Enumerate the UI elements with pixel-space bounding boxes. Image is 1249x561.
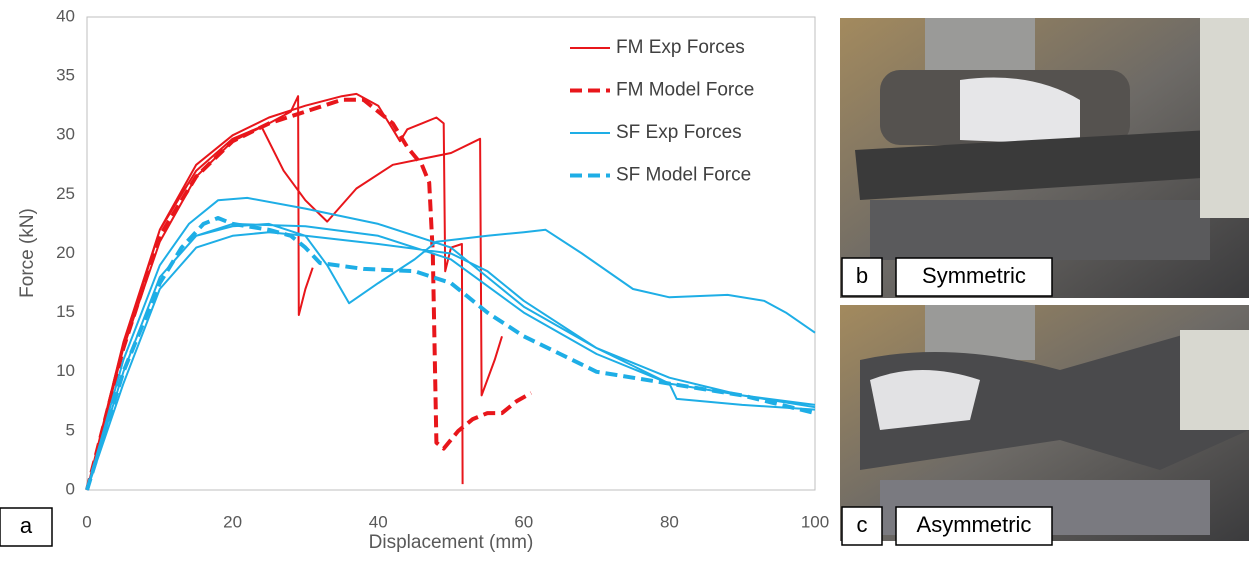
y-tick-label: 10: [56, 361, 75, 380]
y-tick-label: 30: [56, 125, 75, 144]
legend-label: FM Model Force: [616, 80, 754, 101]
x-tick-label: 0: [82, 512, 91, 531]
x-tick-label: 20: [223, 512, 242, 531]
panel-caption: Asymmetric: [917, 512, 1032, 537]
figure: a b Symmetric c Asymmetric Displacement …: [0, 0, 1249, 556]
panel-caption: Symmetric: [922, 263, 1026, 288]
y-axis-label: Force (kN): [17, 208, 38, 298]
y-tick-label: 35: [56, 66, 75, 85]
x-axis-label: Displacement (mm): [369, 532, 534, 553]
y-tick-label: 5: [66, 420, 75, 439]
y-tick-label: 20: [56, 243, 75, 262]
legend-label: SF Model Force: [616, 165, 751, 186]
y-tick-label: 25: [56, 184, 75, 203]
y-tick-label: 0: [66, 479, 75, 498]
x-tick-label: 40: [369, 512, 388, 531]
y-tick-label: 40: [56, 6, 75, 25]
series-line: [87, 198, 815, 490]
photo-asymmetric: [840, 305, 1249, 541]
x-tick-label: 80: [660, 512, 679, 531]
y-tick-label: 15: [56, 302, 75, 321]
legend-label: FM Exp Forces: [616, 37, 745, 58]
panel-letter: b: [856, 263, 868, 288]
photo-symmetric: [840, 18, 1249, 298]
x-tick-label: 100: [801, 512, 829, 531]
legend-label: SF Exp Forces: [616, 122, 742, 143]
x-tick-label: 60: [514, 512, 533, 531]
panel-letter: c: [857, 512, 868, 537]
panel-letter: a: [20, 513, 33, 538]
